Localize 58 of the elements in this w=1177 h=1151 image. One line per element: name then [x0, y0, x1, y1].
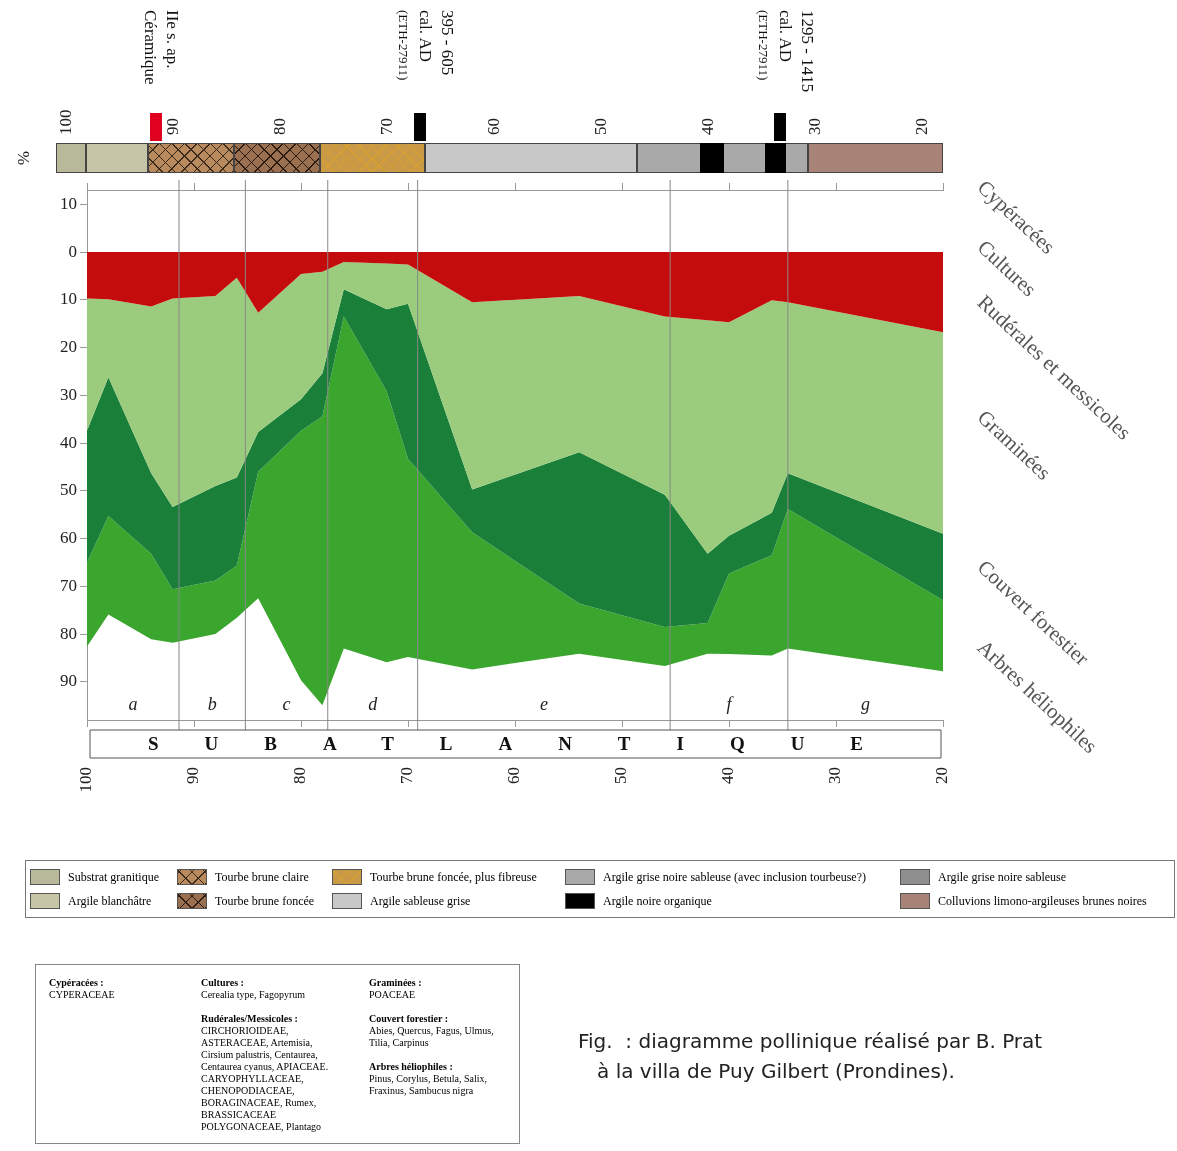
x-tick-label: 50: [611, 767, 631, 784]
x2-tick-label: 80: [270, 118, 290, 135]
x-tick-label: 60: [504, 767, 524, 784]
x-tick-label: 80: [290, 767, 310, 784]
text: Arbres héliophiles : Pinus, Corylus, Betula, Salix, Fraxinus, Sambucus nigra: [369, 1061, 489, 1097]
x2-tick-label: 70: [377, 118, 397, 135]
text: Couvert forestier : Abies, Quercus, Fagus, Ulmus, Tilia, Carpinus: [369, 1013, 495, 1049]
text: SUBATLANTIQUE: [148, 732, 909, 754]
annotation: f: [726, 693, 735, 714]
x2-tick-label: 100: [56, 109, 76, 135]
y-axis-title: %: [13, 150, 33, 166]
x2-tick-label: 20: [912, 118, 932, 135]
x-tick-label: 100: [76, 767, 96, 793]
text: Argile blanchâtre: [68, 893, 152, 909]
text: 1295 - 1415 cal. AD (ETH-27911): [755, 10, 817, 93]
y-tick-label: 0: [68, 241, 77, 261]
text: Cypéracées : CYPERACEAE: [49, 977, 115, 1000]
x-tick-label: 90: [183, 767, 203, 784]
annotation: g: [860, 693, 870, 714]
x-tick-label: 30: [825, 767, 845, 784]
text: Rudérales/Messicoles : CIRCHORIOIDEAE, ASTERACEAE, Artemisia, Cirsium palustris, Centaurea, Centaurea cyanus, APIACEAE. CARYOPHYLLACEAE, CHENOPODIACEAE, BORAGINACEAE, Rumex, BRASSICACEAE POLYGONACEAE, Plantago: [201, 1013, 329, 1132]
annotation: e: [539, 693, 548, 714]
x2-tick-label: 30: [805, 118, 825, 135]
y-tick-label: 90: [60, 671, 77, 691]
text: Argile grise noire sableuse (avec inclusion tourbeuse?): [603, 869, 867, 885]
annotation: d: [368, 693, 379, 714]
y-tick-label: 30: [60, 384, 77, 404]
x2-tick-label: 40: [698, 118, 718, 135]
text: Fig. : diagramme pollinique réalisé par B. Prat à la villa de Puy Gilbert (Prondines).: [578, 1028, 1043, 1085]
y-tick-label: 40: [60, 432, 77, 452]
y-tick-label: 10: [60, 289, 77, 309]
text: 395 - 605 cal. AD (ETH-27911): [395, 10, 457, 81]
text: IIe s. ap. Céramique: [140, 10, 182, 85]
text: Tourbe brune foncée: [215, 893, 315, 909]
y-tick-label: 70: [60, 575, 77, 595]
x-tick-label: 70: [397, 767, 417, 784]
text: Argile grise noire sableuse: [938, 869, 1067, 885]
text: Graminées : POACEAE: [369, 977, 423, 1001]
y-tick-label: 20: [60, 337, 77, 357]
annotation: c: [282, 693, 291, 714]
y-tick-label: 80: [60, 623, 77, 643]
text: Substrat granitique: [68, 869, 159, 885]
x2-tick-label: 90: [163, 118, 183, 135]
x-tick-label: 40: [718, 767, 738, 784]
text: Cultures : Cerealia type, Fagopyrum: [201, 977, 307, 1001]
text: Argile sableuse grise: [370, 893, 471, 909]
y-tick-label: 60: [60, 528, 77, 548]
text: Tourbe brune claire: [215, 869, 309, 885]
annotation: a: [128, 693, 138, 714]
y-tick-label: 50: [60, 480, 77, 500]
text: Colluvions limono-argileuses brunes noires: [938, 893, 1147, 909]
annotation: b: [207, 693, 217, 714]
text: Argile noire organique: [603, 893, 712, 909]
x2-tick-label: 50: [591, 118, 611, 135]
y-tick-label: 10: [60, 193, 77, 213]
x-tick-label: 20: [932, 767, 952, 784]
x2-tick-label: 60: [484, 118, 504, 135]
text: Tourbe brune foncée, plus fibreuse: [370, 869, 537, 885]
